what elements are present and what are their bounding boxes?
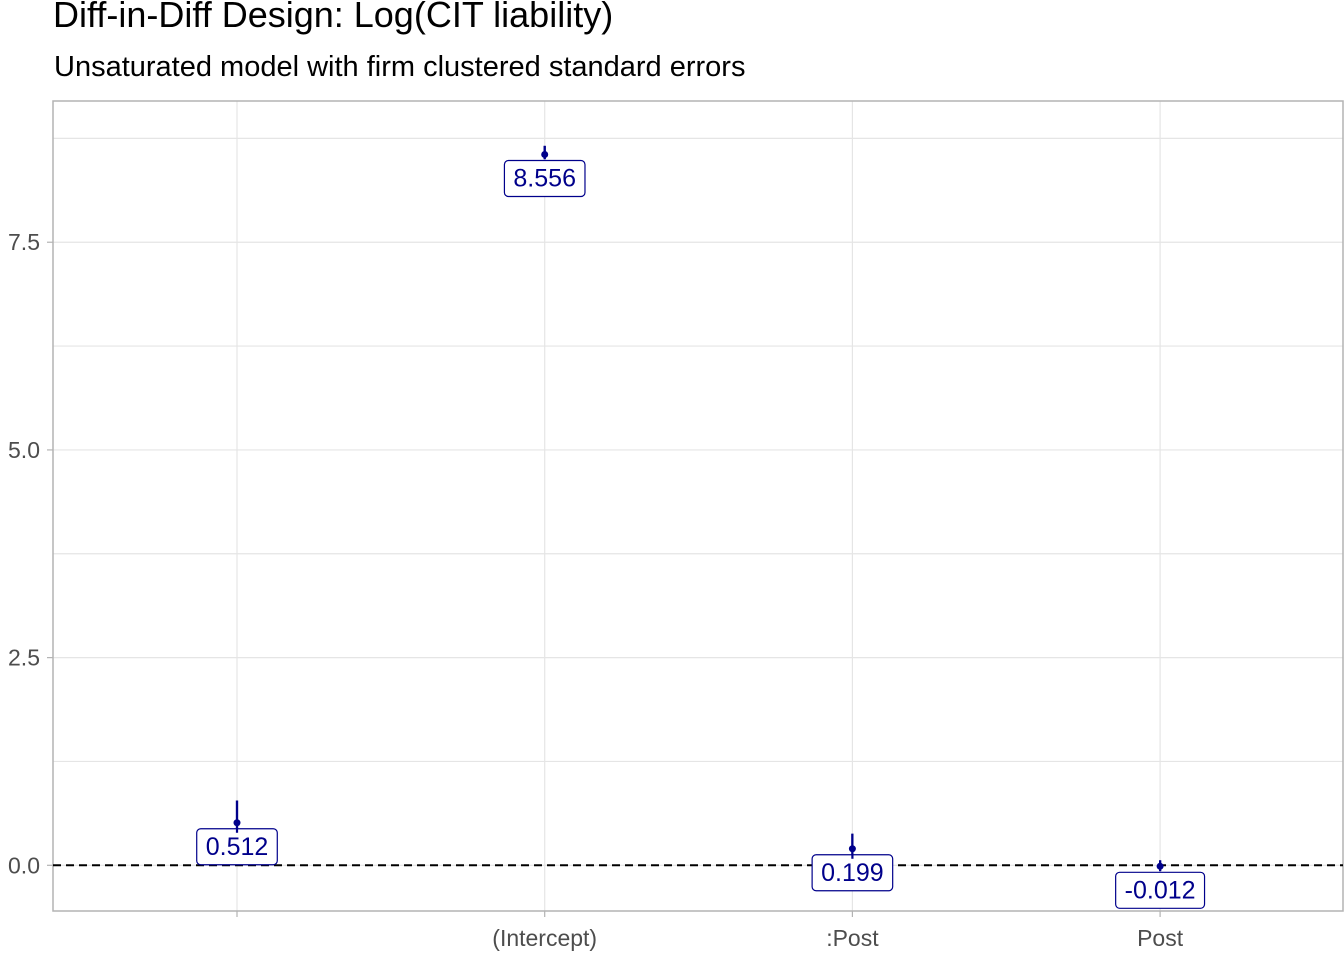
coefficient-label-box [1115,871,1206,909]
coefficient-label-text: -0.012 [1125,876,1196,904]
chart-title: Diff-in-Diff Design: Log(CIT liability) [53,0,614,35]
axes: 0.0 2.5 5.0 7.5 (Intercept) :Post Post [8,229,1184,951]
y-tick-label: 2.5 [8,645,40,671]
y-tick-label: 0.0 [8,852,40,878]
x-tick-label: (Intercept) [492,925,597,951]
coefficient-label: 0.512 [196,800,278,866]
coefficient-label-text: 0.199 [821,859,884,887]
panel-border [52,100,1344,912]
coefficient-label-text: 8.556 [513,165,576,193]
y-tick-label: 5.0 [8,437,40,463]
coefficient-label: 8.556 [503,145,586,198]
coefficient-label: 0.199 [811,833,894,892]
y-tick-label: 7.5 [8,229,40,255]
coefficient-label-text: 0.512 [206,833,269,861]
coefficient-label: -0.012 [1115,860,1206,909]
grid [53,101,1343,911]
coefficient-label-box [503,159,586,198]
x-tick-label: Post [1137,925,1184,951]
x-tick-label: :Post [826,925,879,951]
coefficient-marks: 0.512 8.556 0.199 -0.012 [196,145,1206,909]
chart-subtitle: Unsaturated model with firm clustered st… [54,51,746,83]
